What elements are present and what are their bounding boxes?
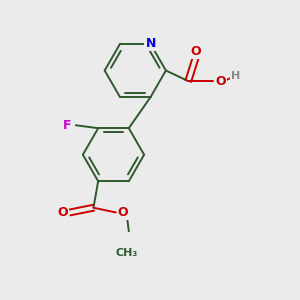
Text: N: N (146, 38, 156, 50)
Text: O: O (118, 206, 128, 219)
Text: O: O (58, 206, 68, 219)
Text: CH₃: CH₃ (115, 248, 138, 258)
Text: H: H (231, 71, 240, 81)
Text: F: F (63, 119, 71, 132)
Text: O: O (190, 45, 201, 58)
Text: O: O (215, 75, 226, 88)
